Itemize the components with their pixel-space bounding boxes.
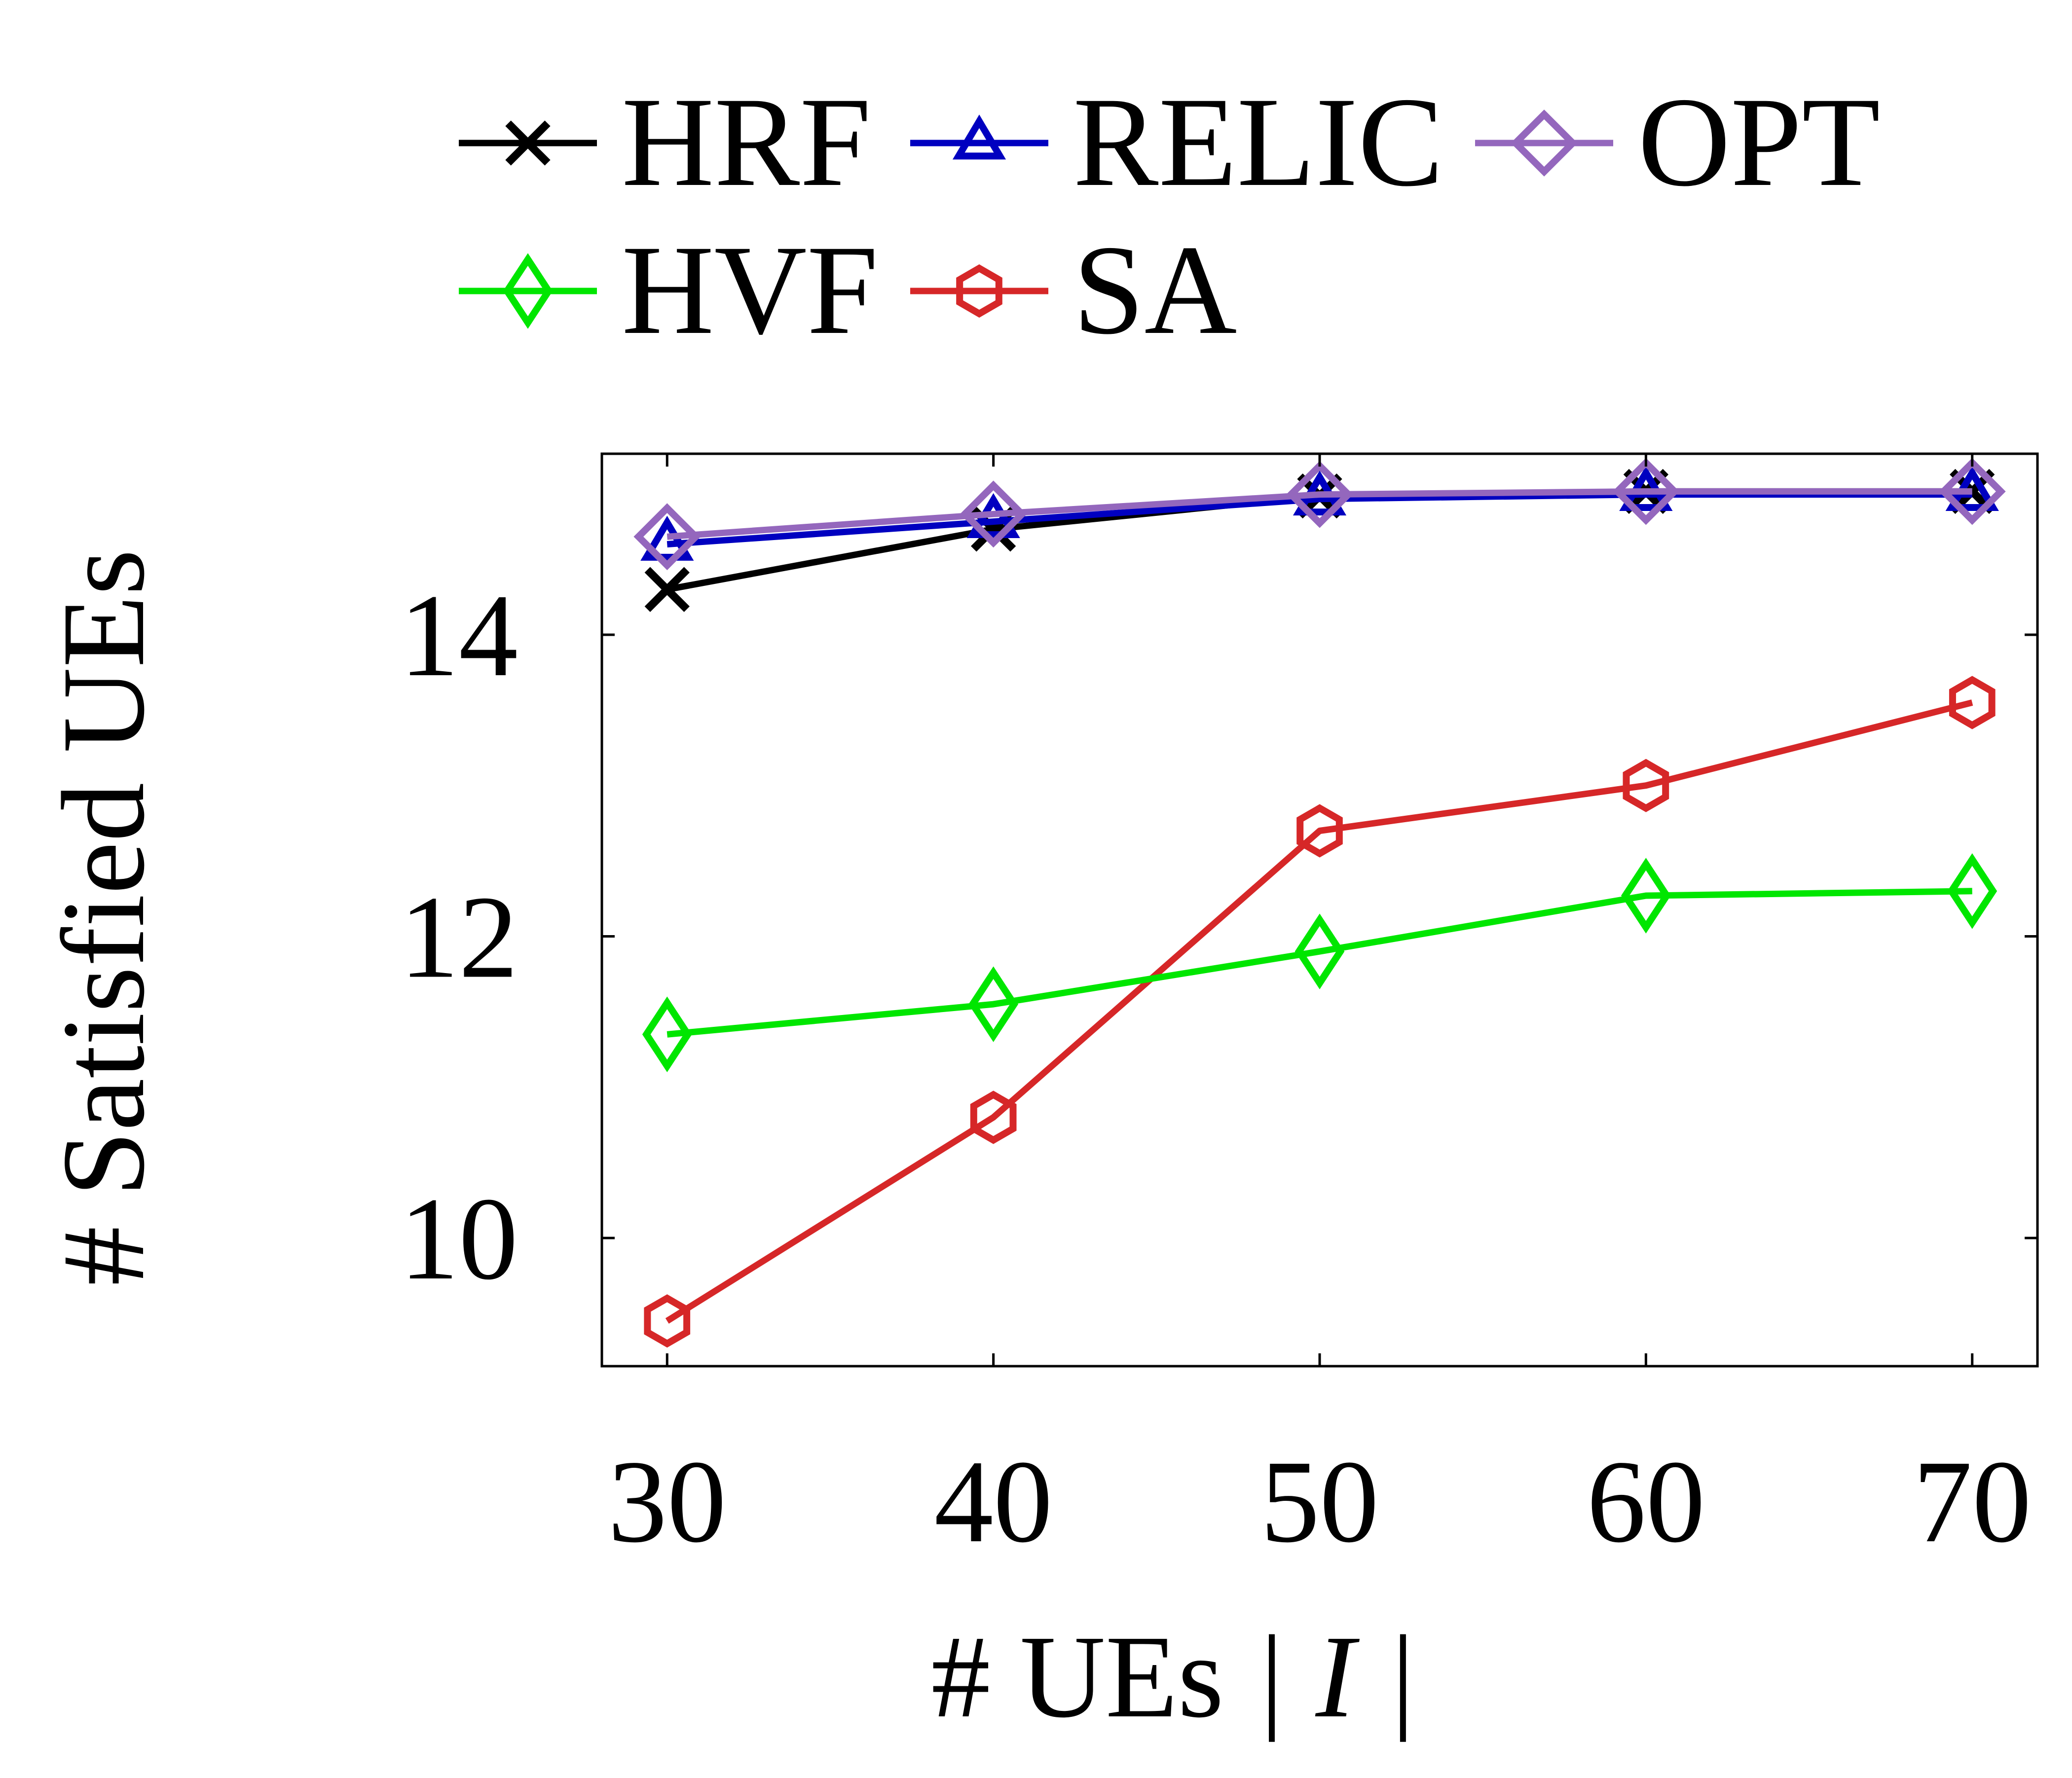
legend-item-sa: SA: [910, 219, 1237, 361]
x-tick-label: 40: [934, 1436, 1053, 1567]
data-point-sa: [644, 1294, 691, 1348]
axes: 30 40 50 60 70 10 12 14 # UEs | I | # Satisfied UE…: [37, 452, 2039, 1742]
series-line-sa: [665, 699, 1973, 1324]
legend-label: OPT: [1638, 71, 1880, 213]
data-point-relic: [640, 515, 694, 561]
data-point-hvf: [968, 966, 1019, 1042]
x-tick-label: 50: [1260, 1436, 1379, 1567]
data-point-sa: [1623, 759, 1669, 812]
data-point-opt: [960, 480, 1027, 548]
x-axis-label-math: | I |: [1254, 1611, 1417, 1742]
data-point-opt: [1938, 458, 2006, 525]
data-point-opt: [633, 503, 701, 571]
legend-marker: [956, 264, 1002, 318]
y-axis-label: # Satisfied UEs: [37, 549, 169, 1285]
series-line-opt: [666, 488, 1972, 540]
series-opt: [633, 458, 2006, 571]
y-tick-label: 10: [400, 1173, 518, 1304]
series-line-hvf: [666, 888, 1972, 1038]
x-axis-label-text: # UEs: [931, 1611, 1223, 1742]
data-point-opt: [1286, 461, 1353, 528]
legend-marker: [1511, 109, 1578, 177]
x-tick-label: 60: [1587, 1436, 1705, 1567]
y-tick-label: 14: [400, 570, 518, 701]
legend-label: SA: [1073, 219, 1237, 361]
legend-item-hvf: HVF: [459, 219, 878, 361]
data-point-hrf: [644, 567, 690, 612]
plot-area: [633, 458, 2006, 1348]
data-point-opt: [1612, 458, 1680, 525]
x-tick-label: 30: [608, 1436, 726, 1567]
series-hvf: [642, 853, 1998, 1073]
legend-marker: [503, 253, 553, 329]
data-point-hvf: [1295, 913, 1345, 989]
legend-marker: [505, 120, 551, 166]
data-point-hvf: [1621, 858, 1671, 934]
legend: HRF RELIC OPT HVF SA: [459, 71, 1880, 361]
y-tick-label: 12: [400, 871, 518, 1003]
legend-label: HRF: [622, 71, 871, 213]
series-sa: [644, 676, 1996, 1348]
legend-marker: [952, 114, 1006, 160]
data-point-sa: [970, 1090, 1017, 1144]
legend-item-relic: RELIC: [910, 71, 1443, 213]
legend-item-opt: OPT: [1475, 71, 1880, 213]
series-line-hrf: [666, 488, 1972, 593]
series-relic: [640, 466, 1999, 561]
data-point-hvf: [1947, 853, 1998, 929]
data-point-hvf: [642, 996, 692, 1073]
x-axis-label: # UEs | I |: [931, 1611, 1417, 1742]
x-tick-label: 70: [1913, 1436, 2032, 1567]
data-point-sa: [1949, 676, 1996, 729]
legend-item-hrf: HRF: [459, 71, 871, 213]
legend-label: HVF: [622, 219, 878, 361]
legend-label: RELIC: [1073, 71, 1443, 213]
data-point-sa: [1296, 804, 1343, 858]
